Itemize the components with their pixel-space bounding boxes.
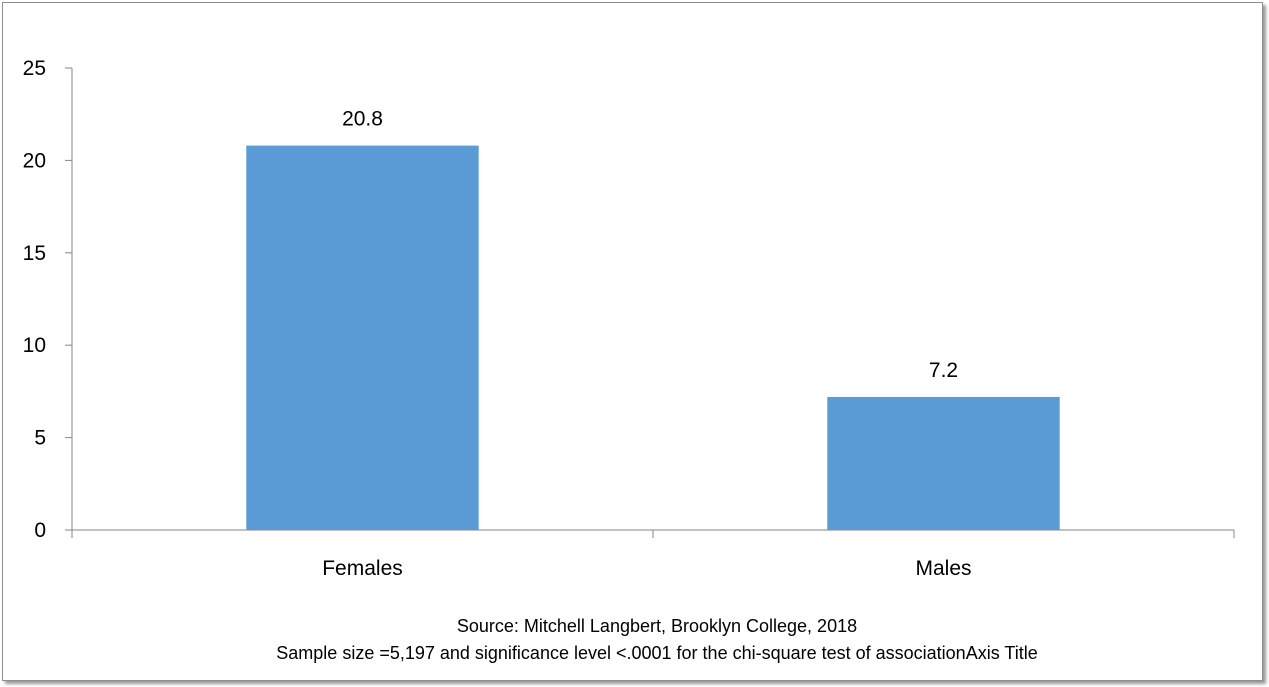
bar-females [246, 145, 479, 530]
x-axis-ticks [71, 530, 1235, 538]
bar-males [827, 396, 1060, 530]
y-tick-label: 15 [23, 242, 46, 265]
y-tick-label: 25 [23, 57, 46, 80]
data-labels: 20.8 7.2 [342, 108, 958, 382]
category-label: Females [322, 557, 403, 580]
x-axis-title-line-2: Sample size =5,197 and significance leve… [276, 643, 1037, 663]
y-tick-label: 5 [34, 427, 46, 450]
data-label: 7.2 [929, 359, 958, 382]
x-axis-title-line-1: Source: Mitchell Langbert, Brooklyn Coll… [457, 616, 857, 636]
y-tick-label: 20 [23, 149, 46, 172]
y-tick-label: 0 [34, 519, 46, 542]
y-tick-label: 10 [23, 334, 46, 357]
category-labels: Females Males [322, 557, 971, 580]
y-axis-ticks: 0 5 10 15 20 25 [23, 57, 72, 542]
category-label: Males [915, 557, 971, 580]
data-label: 20.8 [342, 108, 383, 131]
bars [246, 145, 1060, 530]
